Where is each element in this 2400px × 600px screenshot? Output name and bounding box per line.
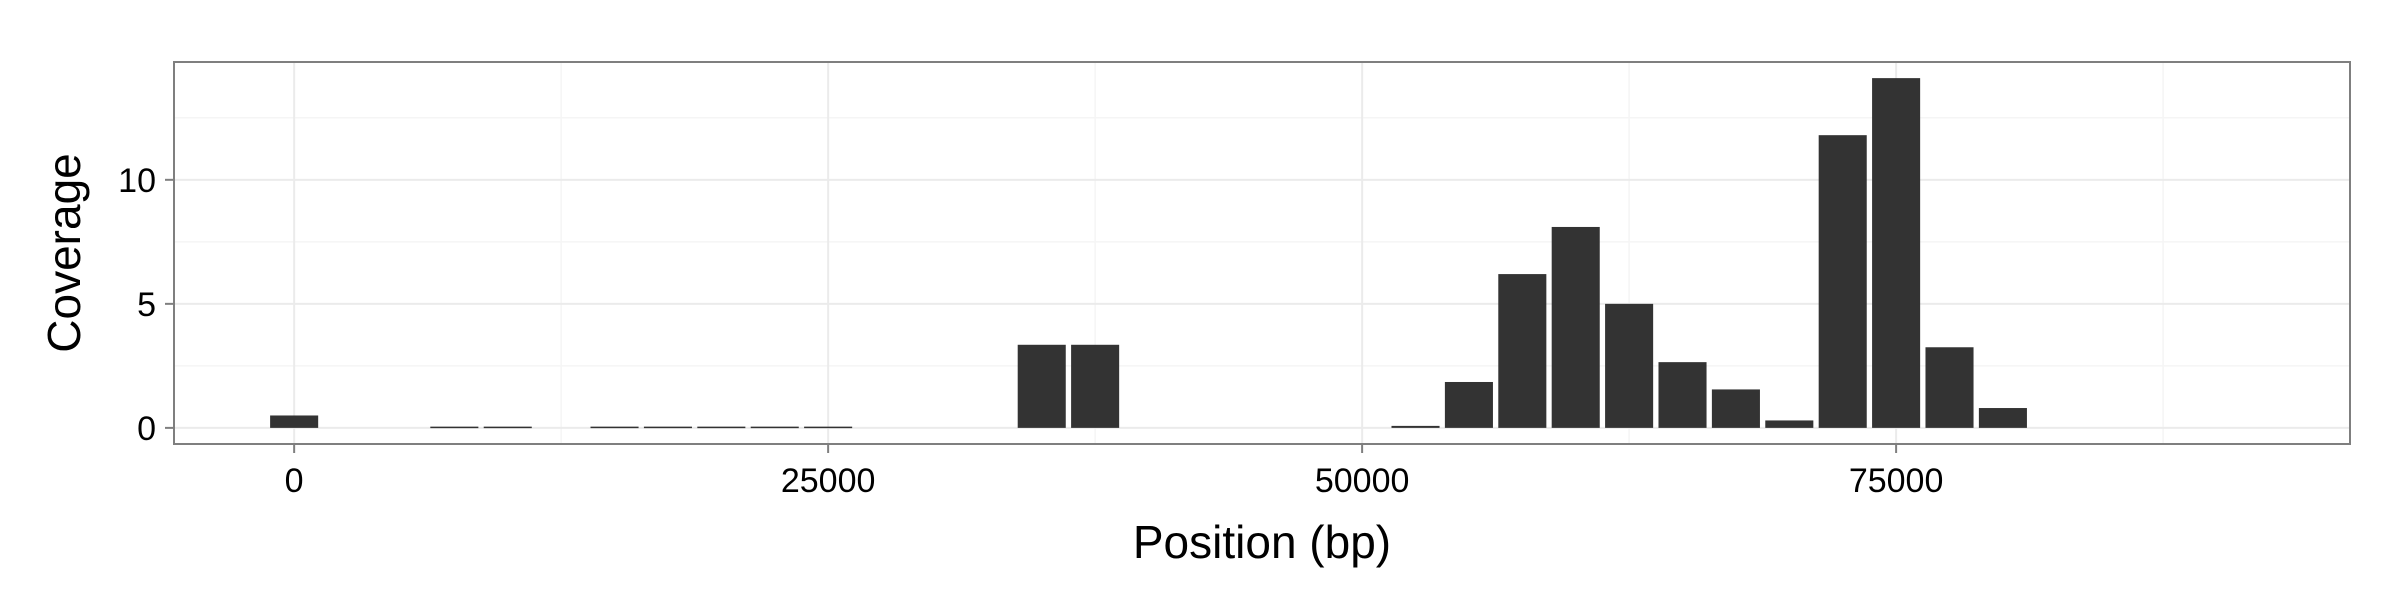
bar — [643, 426, 692, 429]
bar — [1711, 389, 1760, 428]
bar — [1872, 78, 1921, 428]
bar — [1551, 226, 1600, 428]
bars — [270, 78, 2027, 429]
bar — [1444, 381, 1493, 428]
bar — [1978, 408, 2027, 428]
bar — [1658, 362, 1707, 428]
bar — [697, 426, 746, 429]
bar — [1605, 303, 1654, 428]
grid-lines — [174, 62, 2350, 444]
x-tick-label: 25000 — [781, 462, 876, 500]
y-tick-label: 0 — [137, 410, 156, 448]
bar — [1017, 344, 1066, 428]
x-tick-label: 50000 — [1315, 462, 1410, 500]
bar — [1071, 344, 1120, 428]
axis-ticks: 0 25000 50000 75000 0 5 10 — [118, 162, 1943, 500]
bar — [483, 426, 532, 429]
bar — [804, 426, 853, 429]
x-tick-label: 0 — [285, 462, 304, 500]
plot-panel — [174, 62, 2350, 444]
panel-border — [173, 61, 2351, 445]
y-tick-label: 5 — [137, 286, 156, 324]
panel-background — [174, 62, 2350, 444]
bar — [590, 426, 639, 429]
panel-frame — [173, 61, 2351, 445]
x-tick-label: 75000 — [1849, 462, 1944, 500]
y-axis-title: Coverage — [38, 153, 90, 352]
bar — [1498, 274, 1547, 428]
bar — [270, 415, 319, 428]
bar — [750, 426, 799, 429]
bar — [1925, 347, 1974, 428]
bar — [1391, 425, 1440, 428]
bar — [430, 426, 479, 429]
bar — [1818, 135, 1867, 428]
y-tick-label: 10 — [118, 162, 156, 200]
x-axis-title: Position (bp) — [1133, 516, 1391, 568]
bar — [1765, 420, 1814, 428]
